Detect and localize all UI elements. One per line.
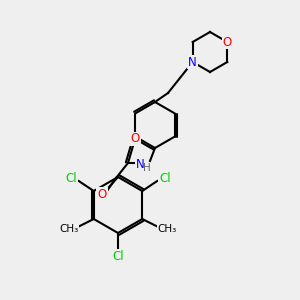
Text: O: O xyxy=(223,35,232,49)
Text: Cl: Cl xyxy=(65,172,76,184)
Text: O: O xyxy=(98,188,106,200)
Text: N: N xyxy=(136,158,144,170)
Text: H: H xyxy=(143,163,151,173)
Text: O: O xyxy=(130,133,140,146)
Text: CH₃: CH₃ xyxy=(158,224,177,234)
Text: CH₃: CH₃ xyxy=(59,224,78,234)
Text: Cl: Cl xyxy=(112,250,124,262)
Text: Cl: Cl xyxy=(159,172,171,184)
Text: N: N xyxy=(188,56,197,68)
